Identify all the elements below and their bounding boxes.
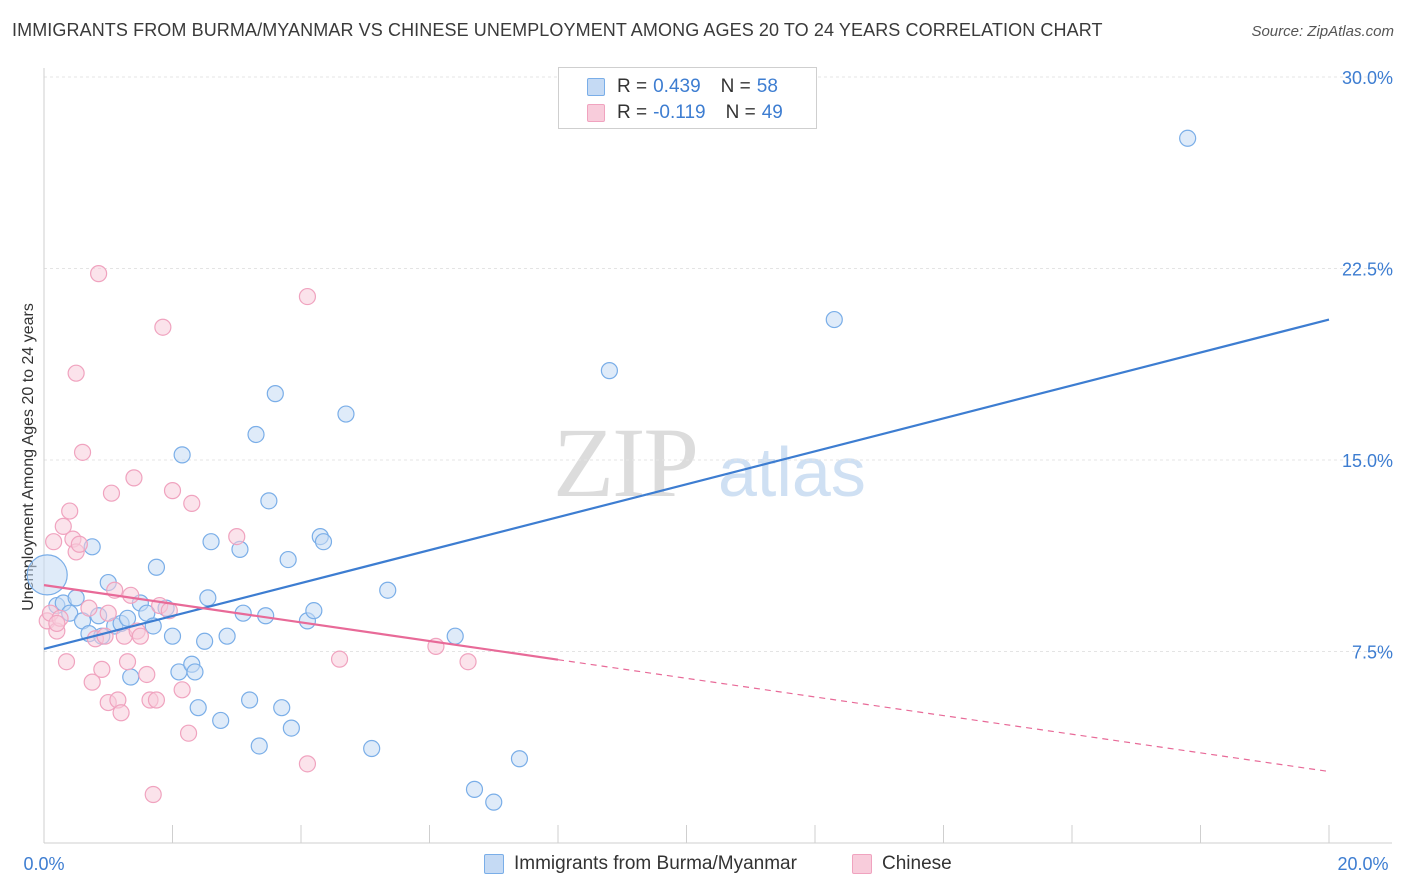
series-legend-swatch-chinese xyxy=(852,854,872,874)
data-point-burma xyxy=(266,385,284,403)
data-point-chinese xyxy=(45,533,63,551)
chart-title: IMMIGRANTS FROM BURMA/MYANMAR VS CHINESE… xyxy=(12,20,1103,40)
data-point-burma xyxy=(1179,129,1197,147)
legend-row-chinese: R = -0.119 N = 49 xyxy=(587,101,783,125)
legend-n-value: 49 xyxy=(761,102,783,123)
data-point-chinese xyxy=(163,482,182,500)
legend-r-label: R = xyxy=(617,76,648,97)
trend-line-chinese-extension xyxy=(557,659,1330,773)
data-point-burma xyxy=(247,425,265,444)
legend-r-label: R = xyxy=(617,102,648,123)
data-point-chinese xyxy=(90,265,108,283)
data-point-chinese xyxy=(73,443,92,461)
series-legend-label-chinese: Chinese xyxy=(882,853,952,874)
data-point-burma xyxy=(250,737,268,755)
data-point-burma xyxy=(314,533,333,551)
legend-row-burma: R = 0.439 N = 58 xyxy=(587,75,778,99)
trend-line-chinese xyxy=(43,584,559,661)
data-point-chinese xyxy=(70,535,88,553)
data-point-chinese xyxy=(54,517,72,535)
data-point-burma xyxy=(241,691,259,709)
data-point-burma xyxy=(600,362,619,380)
data-point-chinese xyxy=(67,364,85,382)
data-point-burma xyxy=(163,627,182,645)
data-point-burma xyxy=(26,554,68,596)
data-point-chinese xyxy=(118,653,137,671)
data-point-chinese xyxy=(144,785,162,804)
series-legend-burma: Immigrants from Burma/Myanmar xyxy=(484,852,797,876)
y-tick-label: 30.0% xyxy=(1342,68,1393,88)
data-point-burma xyxy=(282,719,300,737)
data-point-burma xyxy=(825,310,843,329)
legend-n-label: N = xyxy=(720,76,751,97)
data-point-burma xyxy=(363,739,381,758)
legend-n-label: N = xyxy=(725,102,756,123)
x-tick-label: 0.0% xyxy=(23,854,64,874)
chart-source: Source: ZipAtlas.com xyxy=(1251,23,1394,40)
legend-swatch-chinese xyxy=(587,104,605,122)
data-point-burma xyxy=(279,550,297,569)
data-point-burma xyxy=(485,793,503,811)
data-point-chinese xyxy=(138,665,156,684)
data-point-burma xyxy=(465,780,484,798)
data-point-burma xyxy=(337,405,355,423)
data-point-chinese xyxy=(179,724,198,742)
legend-swatch-burma xyxy=(587,78,605,96)
data-point-chinese xyxy=(125,469,143,487)
data-point-burma xyxy=(118,609,137,627)
stats-legend: R = 0.439 N = 58 R = -0.119 N = 49 xyxy=(558,67,817,129)
data-point-chinese xyxy=(93,660,111,678)
legend-n-value: 58 xyxy=(756,76,778,97)
data-point-burma xyxy=(379,581,397,599)
data-point-burma xyxy=(202,533,220,551)
series-legend-label-burma: Immigrants from Burma/Myanmar xyxy=(514,853,797,874)
legend-r-value: 0.439 xyxy=(653,76,701,97)
data-point-burma xyxy=(446,627,464,645)
data-point-chinese xyxy=(154,318,172,336)
data-point-chinese xyxy=(298,287,317,306)
data-point-burma xyxy=(173,446,191,464)
y-tick-label: 22.5% xyxy=(1342,260,1393,280)
data-point-chinese xyxy=(228,527,246,546)
data-point-chinese xyxy=(57,653,76,671)
trend-line-burma xyxy=(43,318,1330,651)
data-point-burma xyxy=(212,711,230,730)
data-point-chinese xyxy=(80,599,98,617)
x-tick-label: 20.0% xyxy=(1337,854,1388,874)
series-legend-swatch-burma xyxy=(484,854,504,874)
data-point-burma xyxy=(218,627,236,645)
data-point-chinese xyxy=(147,691,166,709)
data-point-chinese xyxy=(173,681,191,699)
data-point-burma xyxy=(186,663,204,681)
data-point-chinese xyxy=(298,755,317,773)
legend-r-value: -0.119 xyxy=(653,102,706,123)
data-point-chinese xyxy=(61,502,79,520)
y-tick-label: 15.0% xyxy=(1342,451,1393,471)
data-point-chinese xyxy=(112,704,130,722)
data-point-chinese xyxy=(96,627,114,645)
data-point-burma xyxy=(510,750,529,768)
y-tick-label: 7.5% xyxy=(1352,643,1393,663)
data-point-burma xyxy=(199,589,217,607)
data-point-chinese xyxy=(330,650,349,668)
data-point-burma xyxy=(305,602,323,620)
data-point-chinese xyxy=(183,494,201,513)
data-point-chinese xyxy=(48,614,66,633)
data-point-burma xyxy=(260,492,278,510)
data-point-chinese xyxy=(122,586,140,604)
data-point-chinese xyxy=(459,653,477,671)
series-legend-chinese: Chinese xyxy=(852,852,952,876)
data-point-burma xyxy=(189,699,207,717)
data-point-burma xyxy=(147,558,166,576)
watermark-atlas: atlas xyxy=(718,433,866,511)
data-point-chinese xyxy=(131,627,149,645)
data-point-chinese xyxy=(83,673,101,691)
data-point-burma xyxy=(273,699,291,717)
data-point-chinese xyxy=(99,604,117,622)
data-point-burma xyxy=(196,632,214,650)
data-point-burma xyxy=(122,668,140,686)
data-point-chinese xyxy=(102,484,121,502)
